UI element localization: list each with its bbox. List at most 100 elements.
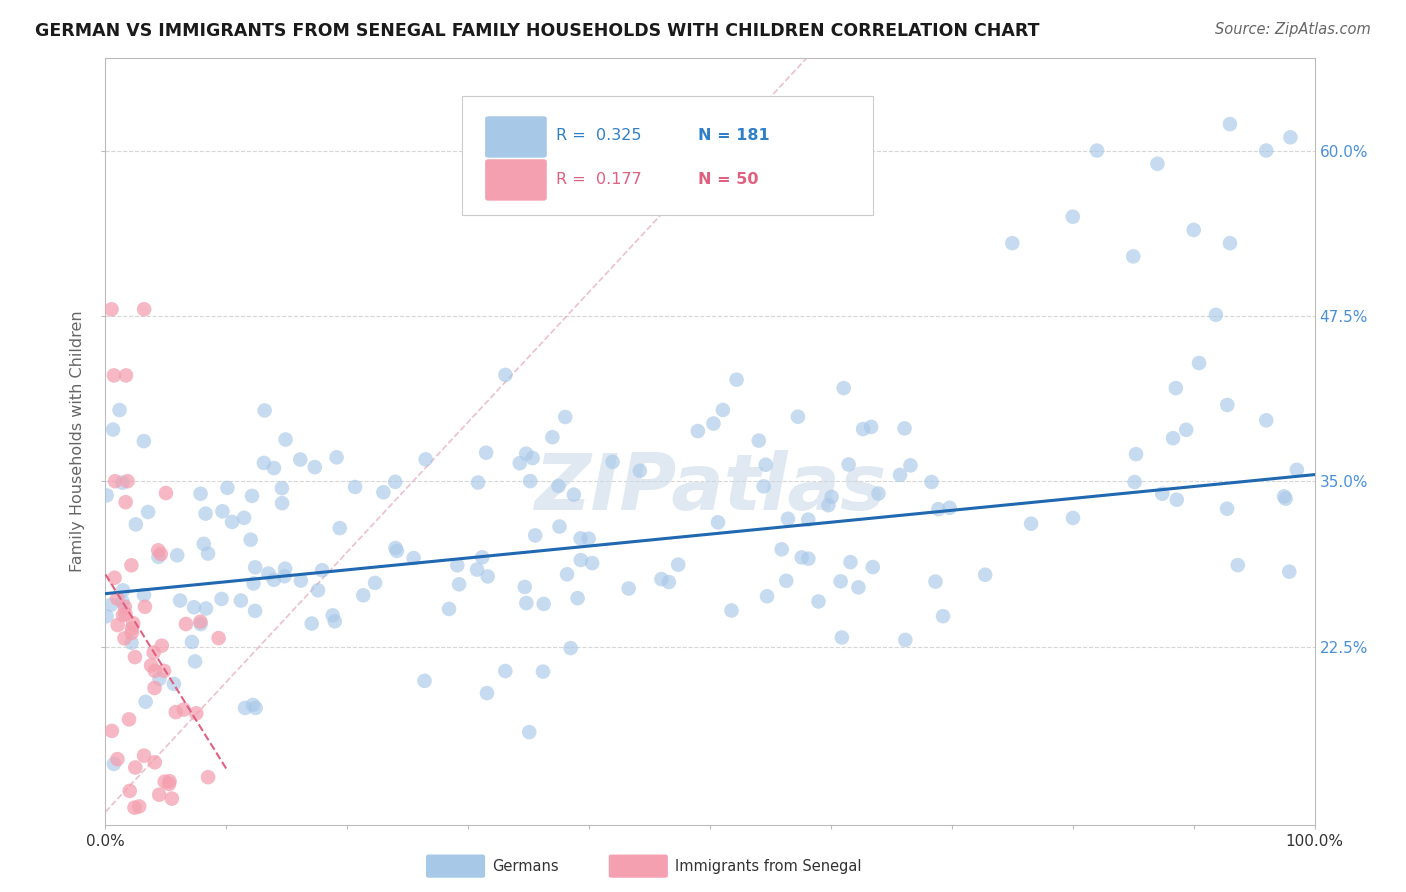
Point <box>128 799 150 814</box>
Point <box>114 495 136 509</box>
Point <box>385 544 408 558</box>
Point <box>658 575 681 590</box>
Point <box>311 563 333 577</box>
Point <box>132 588 155 602</box>
Point <box>240 489 263 503</box>
Point <box>329 521 352 535</box>
Point <box>848 580 870 594</box>
Point <box>134 599 156 614</box>
Point <box>307 583 329 598</box>
Point <box>322 608 344 623</box>
Point <box>562 488 585 502</box>
Point <box>548 519 571 533</box>
Point <box>143 756 166 770</box>
Point <box>217 481 239 495</box>
Point <box>242 698 264 712</box>
Point <box>1062 210 1084 224</box>
Point <box>274 433 297 447</box>
Point <box>384 541 406 555</box>
Point <box>1285 463 1308 477</box>
Point <box>101 423 124 437</box>
Point <box>233 511 256 525</box>
Point <box>437 602 460 616</box>
Point <box>290 574 312 588</box>
Point <box>157 777 180 791</box>
Point <box>725 373 748 387</box>
Point <box>125 517 148 532</box>
Point <box>413 673 436 688</box>
Point <box>148 788 170 802</box>
Point <box>1146 157 1168 171</box>
FancyBboxPatch shape <box>485 160 547 201</box>
Point <box>160 791 183 805</box>
Point <box>121 636 143 650</box>
Point <box>1219 117 1241 131</box>
Point <box>211 591 233 606</box>
Point <box>775 574 797 588</box>
Point <box>111 475 134 490</box>
Point <box>100 302 122 317</box>
Point <box>494 664 516 678</box>
Point <box>135 695 157 709</box>
Point <box>271 496 294 510</box>
Point <box>650 572 672 586</box>
Point <box>114 599 136 614</box>
Point <box>927 502 949 516</box>
Point <box>148 672 170 686</box>
Point <box>132 434 155 449</box>
Point <box>567 591 589 606</box>
Point <box>1205 308 1227 322</box>
Point <box>103 368 125 383</box>
Point <box>1062 511 1084 525</box>
Point <box>243 604 266 618</box>
Point <box>581 556 603 570</box>
Point <box>243 560 266 574</box>
Point <box>111 583 134 598</box>
Point <box>325 450 347 465</box>
Point <box>190 615 212 629</box>
Point <box>184 655 207 669</box>
Point <box>893 421 915 435</box>
Point <box>183 600 205 615</box>
Point <box>104 474 127 488</box>
Point <box>118 712 141 726</box>
Point <box>136 505 159 519</box>
Point <box>166 549 188 563</box>
Point <box>301 616 323 631</box>
Point <box>153 664 176 678</box>
Point <box>1175 423 1198 437</box>
Point <box>190 486 212 500</box>
Point <box>894 632 917 647</box>
Point <box>807 594 830 608</box>
Point <box>1219 236 1241 251</box>
Point <box>720 603 742 617</box>
Point <box>271 481 294 495</box>
Point <box>117 474 139 488</box>
Point <box>752 479 775 493</box>
Point <box>938 500 960 515</box>
Text: R =  0.177: R = 0.177 <box>557 172 643 187</box>
Point <box>148 549 170 564</box>
Point <box>132 748 155 763</box>
Point <box>150 639 173 653</box>
Point <box>862 560 884 574</box>
Point <box>290 452 312 467</box>
Point <box>1085 144 1108 158</box>
Point <box>1001 236 1024 251</box>
Point <box>477 569 499 583</box>
Point <box>121 626 143 640</box>
Point <box>107 752 129 766</box>
Point <box>221 515 243 529</box>
Point <box>194 507 217 521</box>
Point <box>122 616 145 631</box>
Point <box>628 464 651 478</box>
Point <box>471 550 494 565</box>
Point <box>533 597 555 611</box>
Point <box>1279 130 1302 145</box>
Point <box>142 646 165 660</box>
Point <box>415 452 437 467</box>
Point <box>868 486 890 500</box>
Point <box>114 607 136 621</box>
Point <box>1216 398 1239 412</box>
Point <box>143 664 166 678</box>
